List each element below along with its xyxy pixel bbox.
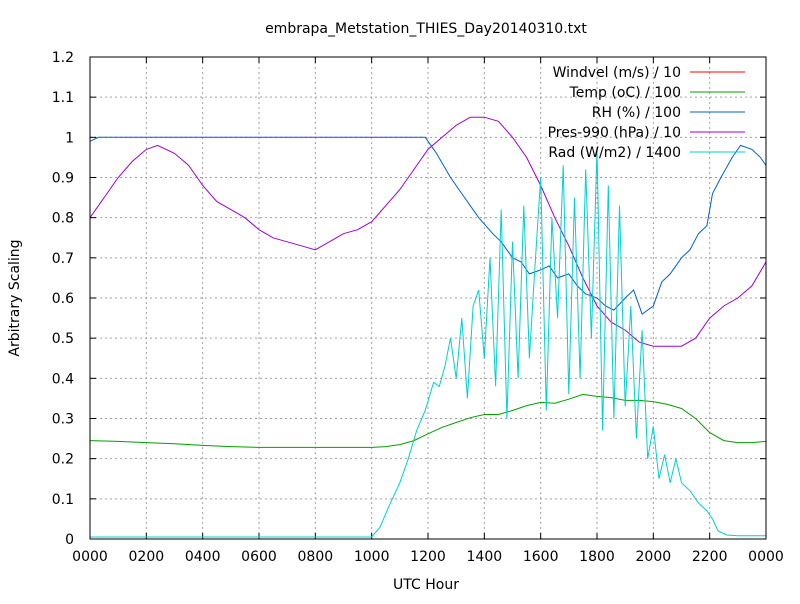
x-tick-label: 0400: [185, 549, 221, 565]
series-line-2: [89, 136, 767, 315]
axis-ticks: 0000 0200 0400 0600 0800 1000 1200 1400 1600 1800…: [52, 50, 784, 565]
y-tick-label: 1: [65, 130, 74, 146]
x-tick-label: 1400: [467, 549, 503, 565]
x-tick-label: 0000: [748, 549, 784, 565]
x-tick-label: 1600: [523, 549, 559, 565]
series-line-4: [90, 149, 766, 538]
series-line-3: [89, 116, 767, 347]
x-tick-label: 2200: [692, 549, 728, 565]
y-tick-label: 0.1: [52, 492, 74, 508]
y-tick-label: 0.2: [52, 452, 74, 468]
y-tick-label: 1.2: [52, 50, 74, 66]
y-tick-label: 0.9: [52, 171, 74, 187]
legend-label: Rad (W/m2) / 1400: [548, 145, 681, 161]
legend-label: Windvel (m/s) / 10: [553, 65, 681, 81]
x-tick-label: 1200: [410, 549, 446, 565]
y-tick-label: 0.4: [52, 371, 74, 387]
y-tick-label: 0.6: [52, 291, 74, 307]
x-tick-label: 1000: [354, 549, 390, 565]
y-tick-label: 0.8: [52, 211, 74, 227]
y-tick-label: 1.1: [52, 90, 74, 106]
y-axis-label: Arbitrary Scaling: [7, 239, 23, 356]
x-tick-label: 0800: [298, 549, 334, 565]
series-lines: [89, 116, 767, 538]
x-tick-label: 2000: [636, 549, 672, 565]
y-tick-label: 0.5: [52, 331, 74, 347]
x-tick-label: 1800: [579, 549, 615, 565]
y-tick-label: 0: [65, 532, 74, 548]
legend-label: Pres-990 (hPa) / 10: [548, 125, 681, 141]
x-tick-label: 0000: [72, 549, 108, 565]
plot-frame: [89, 56, 767, 540]
legend: Windvel (m/s) / 10 Temp (oC) / 100 RH (%) …: [548, 65, 745, 161]
chart-title: embrapa_Metstation_THIES_Day20140310.txt: [265, 21, 587, 37]
x-axis-label: UTC Hour: [393, 577, 459, 593]
x-tick-label: 0200: [129, 549, 165, 565]
y-tick-label: 0.7: [52, 251, 74, 267]
legend-label: RH (%) / 100: [592, 105, 681, 121]
y-tick-label: 0.3: [52, 412, 74, 428]
x-tick-label: 0600: [241, 549, 277, 565]
series-line-1: [89, 393, 767, 448]
legend-label: Temp (oC) / 100: [569, 85, 681, 101]
